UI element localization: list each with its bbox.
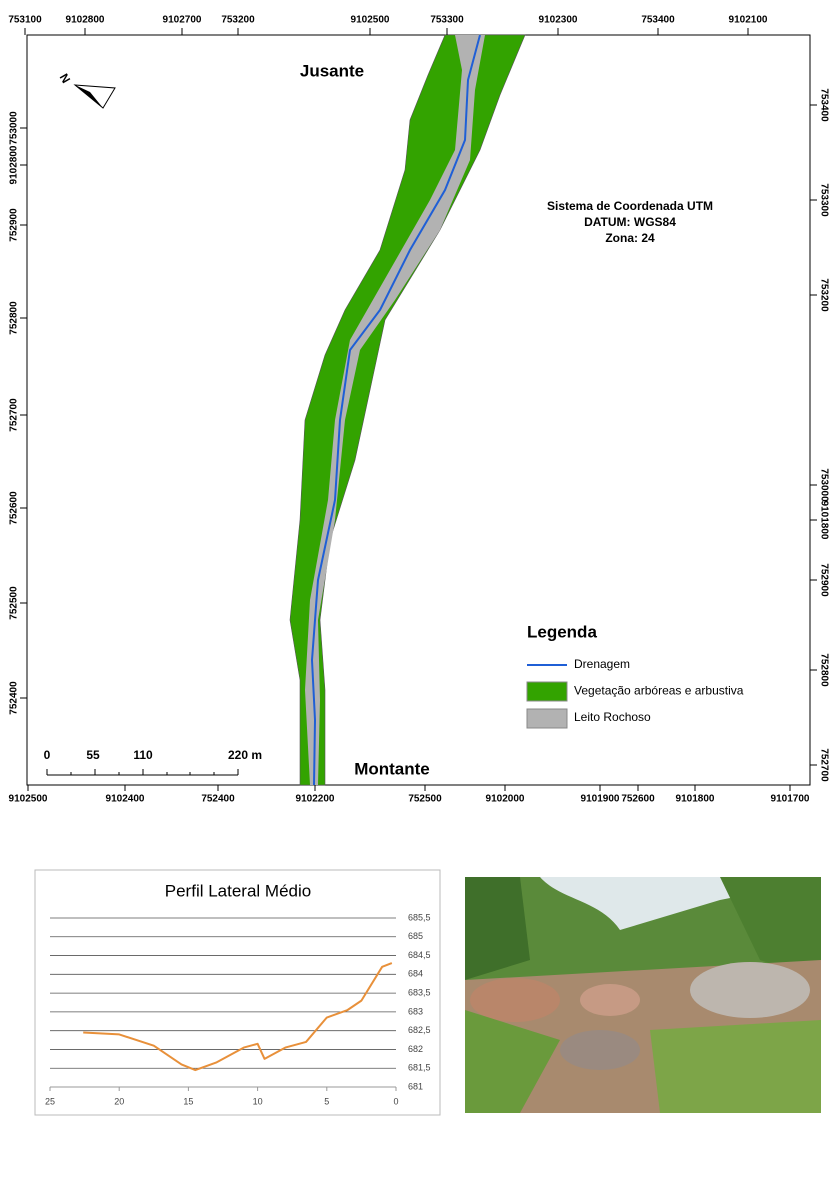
top-coordinate: 753400 xyxy=(641,15,675,26)
photo xyxy=(465,877,821,1113)
bottom-coordinate: 752600 xyxy=(621,794,655,805)
legend-title: Legenda xyxy=(527,622,597,641)
top-coordinate: 753100 xyxy=(8,15,42,26)
x-tick-label: 25 xyxy=(45,1096,55,1106)
top-coordinate: 753300 xyxy=(430,15,464,26)
scale-label: 0 xyxy=(44,748,51,762)
right-coordinate: 753200 xyxy=(818,278,829,312)
y-tick-label: 684,5 xyxy=(408,950,431,960)
left-coordinate: 752700 xyxy=(9,398,20,432)
left-coordinate: 752800 xyxy=(9,301,20,335)
upstream-label: Montante xyxy=(354,759,430,778)
bottom-coordinate: 9101800 xyxy=(676,794,715,805)
coordinate-note: Sistema de Coordenada UTM xyxy=(547,199,713,213)
top-coordinate: 753200 xyxy=(221,15,255,26)
bottom-coordinate: 9102200 xyxy=(296,794,335,805)
bottom-coordinate: 9101900 xyxy=(581,794,620,805)
coordinate-note: Zona: 24 xyxy=(605,231,655,245)
right-coordinate: 753300 xyxy=(818,183,829,217)
chart-title: Perfil Lateral Médio xyxy=(165,881,311,900)
left-coordinate: 752900 xyxy=(9,208,20,242)
right-coordinate: 753000 xyxy=(818,468,829,502)
y-tick-label: 684 xyxy=(408,969,423,979)
top-coordinate: 9102100 xyxy=(729,15,768,26)
bottom-coordinate: 752400 xyxy=(201,794,235,805)
y-tick-label: 685,5 xyxy=(408,912,431,922)
left-coordinate: 752600 xyxy=(9,491,20,525)
x-tick-label: 0 xyxy=(393,1096,398,1106)
right-coordinate: 752900 xyxy=(818,563,829,597)
x-tick-label: 15 xyxy=(183,1096,193,1106)
bottom-coordinate: 9102400 xyxy=(106,794,145,805)
legend-item: Leito Rochoso xyxy=(574,710,651,724)
left-coordinate: 9102800 xyxy=(9,145,20,184)
scale-bar xyxy=(46,769,239,776)
bottom-coordinate: 9102000 xyxy=(486,794,525,805)
right-coordinate: 752700 xyxy=(818,748,829,782)
legend-item: Drenagem xyxy=(574,657,630,671)
y-tick-label: 681,5 xyxy=(408,1063,431,1073)
bottom-coordinate: 752500 xyxy=(408,794,442,805)
x-tick-label: 5 xyxy=(324,1096,329,1106)
bottom-coordinate: 9101700 xyxy=(771,794,810,805)
top-coordinate: 9102700 xyxy=(163,15,202,26)
legend-item: Vegetação arbóreas e arbustiva xyxy=(574,684,744,698)
y-tick-label: 685 xyxy=(408,931,423,941)
x-tick-label: 10 xyxy=(253,1096,263,1106)
y-tick-label: 681 xyxy=(408,1081,423,1091)
top-coordinate: 9102300 xyxy=(539,15,578,26)
scale-label: 220 m xyxy=(228,748,262,762)
y-tick-label: 682,5 xyxy=(408,1025,431,1035)
chart-frame xyxy=(34,869,441,1116)
y-tick-label: 683,5 xyxy=(408,987,431,997)
scale-label: 55 xyxy=(86,748,100,762)
downstream-label: Jusante xyxy=(300,61,364,80)
drainage xyxy=(310,34,481,786)
y-tick-label: 682 xyxy=(408,1044,423,1054)
right-coordinate: 752800 xyxy=(818,653,829,687)
y-tick-label: 683 xyxy=(408,1006,423,1016)
coordinate-note: DATUM: WGS84 xyxy=(584,215,676,229)
rock-bed xyxy=(305,35,485,785)
right-coordinate: 753400 xyxy=(818,88,829,122)
scale-label: 110 xyxy=(133,748,153,762)
legend-swatches xyxy=(526,664,568,729)
profile-line xyxy=(83,962,393,1072)
top-coordinate: 9102800 xyxy=(66,15,105,26)
left-coordinate: 752400 xyxy=(9,681,20,715)
left-coordinate: 753000 xyxy=(9,111,20,145)
top-coordinate: 9102500 xyxy=(351,15,390,26)
left-coordinate: 752500 xyxy=(9,586,20,620)
x-tick-label: 20 xyxy=(114,1096,124,1106)
right-coordinate: 9101800 xyxy=(818,501,829,540)
bottom-coordinate: 9102500 xyxy=(9,794,48,805)
